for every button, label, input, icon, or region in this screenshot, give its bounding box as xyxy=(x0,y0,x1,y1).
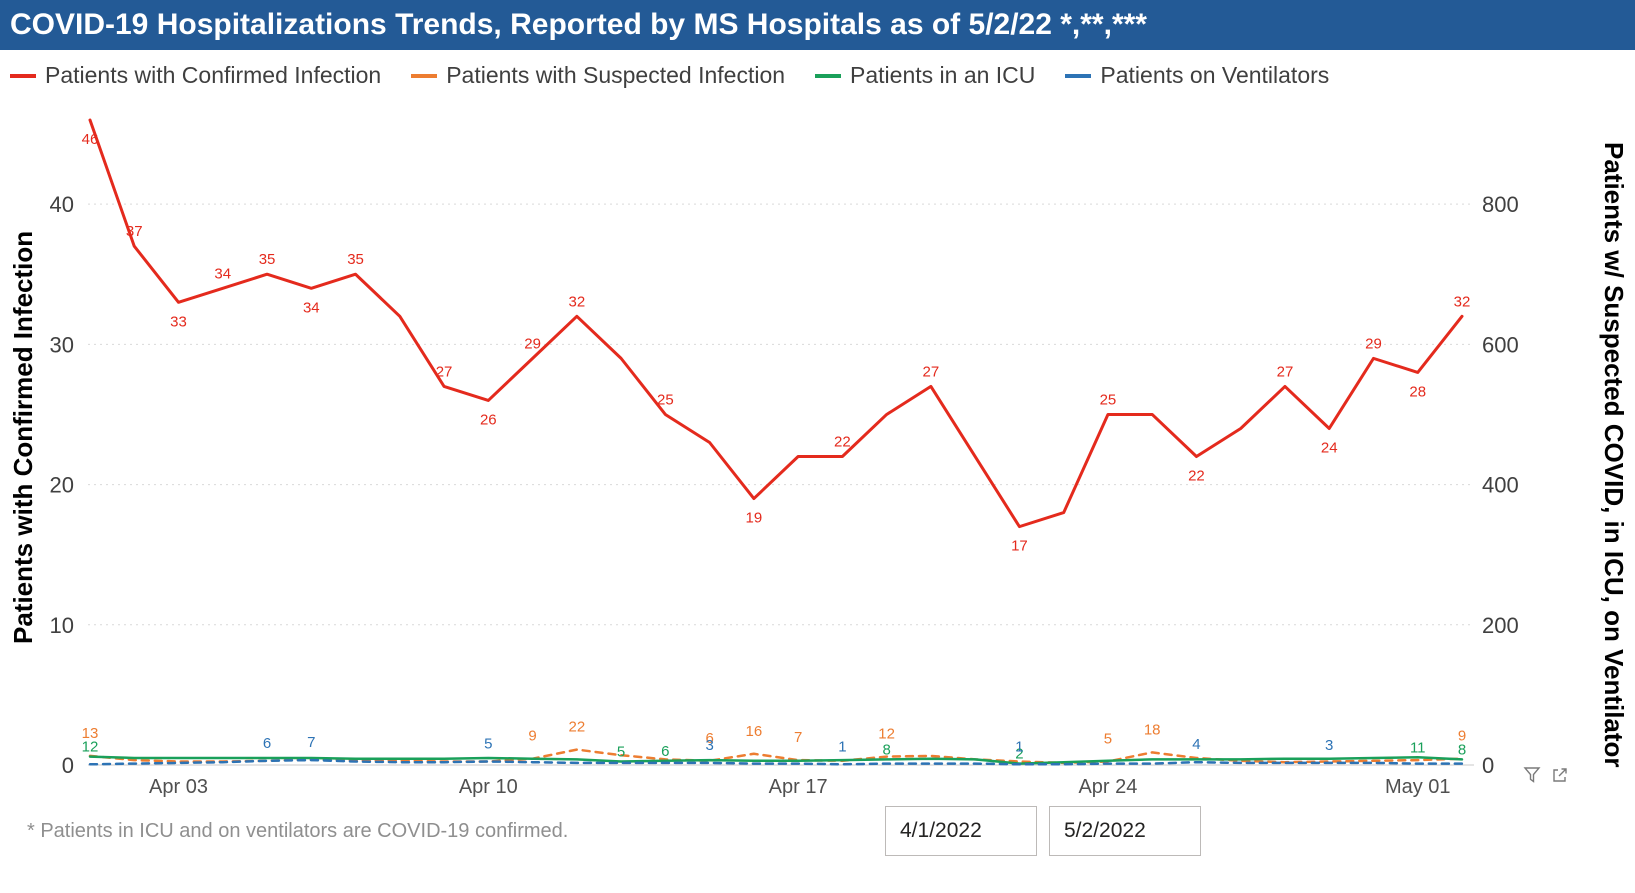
right-axis-tick-label: 600 xyxy=(1482,332,1519,357)
point-label: 6 xyxy=(705,730,713,747)
point-label: 28 xyxy=(1409,383,1426,400)
point-label: 11 xyxy=(1410,739,1426,756)
right-axis-tick-label: 800 xyxy=(1482,192,1519,217)
legend-item-ventilators[interactable]: Patients on Ventilators xyxy=(1065,62,1329,89)
point-label: 27 xyxy=(923,363,940,380)
point-label: 25 xyxy=(657,391,674,408)
filter-icon[interactable] xyxy=(1523,766,1541,784)
x-axis-tick-label: Apr 24 xyxy=(1078,776,1137,798)
point-label: 16 xyxy=(746,723,763,740)
point-label: 5 xyxy=(484,735,492,752)
legend-label: Patients on Ventilators xyxy=(1100,62,1330,88)
point-label: 22 xyxy=(834,434,851,451)
point-label: 32 xyxy=(1454,293,1471,310)
page-title: COVID-19 Hospitalizations Trends, Report… xyxy=(10,8,1147,41)
legend-item-confirmed[interactable]: Patients with Confirmed Infection xyxy=(10,62,381,89)
point-label: 29 xyxy=(524,335,541,352)
point-label: 19 xyxy=(746,510,763,527)
point-label: 4 xyxy=(1192,736,1200,753)
point-label: 1 xyxy=(1015,738,1023,755)
point-label: 29 xyxy=(1365,335,1382,352)
point-label: 8 xyxy=(1458,741,1466,758)
point-label: 9 xyxy=(528,728,536,745)
point-label: 7 xyxy=(307,734,315,751)
x-axis-tick-label: May 01 xyxy=(1385,776,1451,798)
point-label: 3 xyxy=(1325,737,1333,754)
date-range-slicer xyxy=(885,806,1201,856)
point-label: 6 xyxy=(263,735,271,752)
point-label: 5 xyxy=(1104,730,1112,747)
point-label: 27 xyxy=(1277,363,1294,380)
right-axis-tick-label: 200 xyxy=(1482,613,1519,638)
legend-label: Patients with Suspected Infection xyxy=(446,62,786,88)
point-label: 3 xyxy=(705,737,713,754)
point-label: 12 xyxy=(82,739,99,756)
right-axis-title: Patients w/ Suspected COVID, in ICU, on … xyxy=(1599,142,1629,768)
line-marker-icon xyxy=(815,73,842,78)
series-line-2[interactable] xyxy=(88,755,1464,765)
point-label: 6 xyxy=(661,743,669,760)
point-label: 35 xyxy=(259,251,276,268)
legend-item-suspected[interactable]: Patients with Suspected Infection xyxy=(411,62,785,89)
export-icon[interactable] xyxy=(1551,766,1569,784)
point-label: 18 xyxy=(1144,721,1161,738)
legend-label: Patients in an ICU xyxy=(850,62,1036,88)
point-label: 35 xyxy=(347,251,364,268)
x-axis-tick-label: Apr 17 xyxy=(769,776,828,798)
point-label: 26 xyxy=(480,411,497,428)
point-label: 9 xyxy=(1458,728,1466,745)
point-label: 27 xyxy=(436,363,453,380)
right-axis-tick-label: 400 xyxy=(1482,473,1519,498)
point-label: 1 xyxy=(838,738,846,755)
start-date-input[interactable] xyxy=(885,806,1037,856)
legend-label: Patients with Confirmed Infection xyxy=(45,62,382,88)
point-label: 33 xyxy=(170,313,187,330)
point-label: 46 xyxy=(82,131,99,148)
left-axis-tick-label: 20 xyxy=(50,473,74,498)
right-axis-tick-label: 0 xyxy=(1482,753,1494,778)
line-marker-icon xyxy=(411,73,438,78)
left-axis-tick-label: 30 xyxy=(50,332,74,357)
left-axis-tick-label: 10 xyxy=(50,613,74,638)
x-axis-tick-label: Apr 10 xyxy=(459,776,518,798)
point-label: 13 xyxy=(82,725,99,742)
point-label: 24 xyxy=(1321,439,1338,456)
chart-tools xyxy=(1523,766,1569,784)
line-marker-icon xyxy=(1065,73,1092,78)
point-label: 22 xyxy=(1188,468,1205,485)
legend-item-icu[interactable]: Patients in an ICU xyxy=(815,62,1035,89)
series-line-3[interactable] xyxy=(88,758,1464,766)
point-label: 34 xyxy=(303,299,320,316)
title-bar: COVID-19 Hospitalizations Trends, Report… xyxy=(0,0,1635,50)
end-date-input[interactable] xyxy=(1049,806,1201,856)
point-label: 34 xyxy=(214,265,231,282)
point-label: 7 xyxy=(794,729,802,746)
point-label: 2 xyxy=(1015,746,1023,763)
left-axis-tick-label: 0 xyxy=(62,753,74,778)
x-axis-tick-label: Apr 03 xyxy=(149,776,208,798)
chart-legend: Patients with Confirmed Infection Patien… xyxy=(10,62,1329,89)
point-label: 32 xyxy=(568,293,585,310)
point-label: 25 xyxy=(1100,391,1117,408)
point-label: 12 xyxy=(878,726,895,743)
point-label: 5 xyxy=(617,743,625,760)
line-marker-icon xyxy=(10,73,36,78)
footnote: * Patients in ICU and on ventilators are… xyxy=(27,820,569,842)
series-line-0[interactable] xyxy=(88,118,1464,529)
point-label: 17 xyxy=(1011,538,1028,555)
point-label: 8 xyxy=(882,741,890,758)
point-label: 22 xyxy=(568,719,585,736)
left-axis-tick-label: 40 xyxy=(50,192,74,217)
point-label: 37 xyxy=(126,223,143,240)
